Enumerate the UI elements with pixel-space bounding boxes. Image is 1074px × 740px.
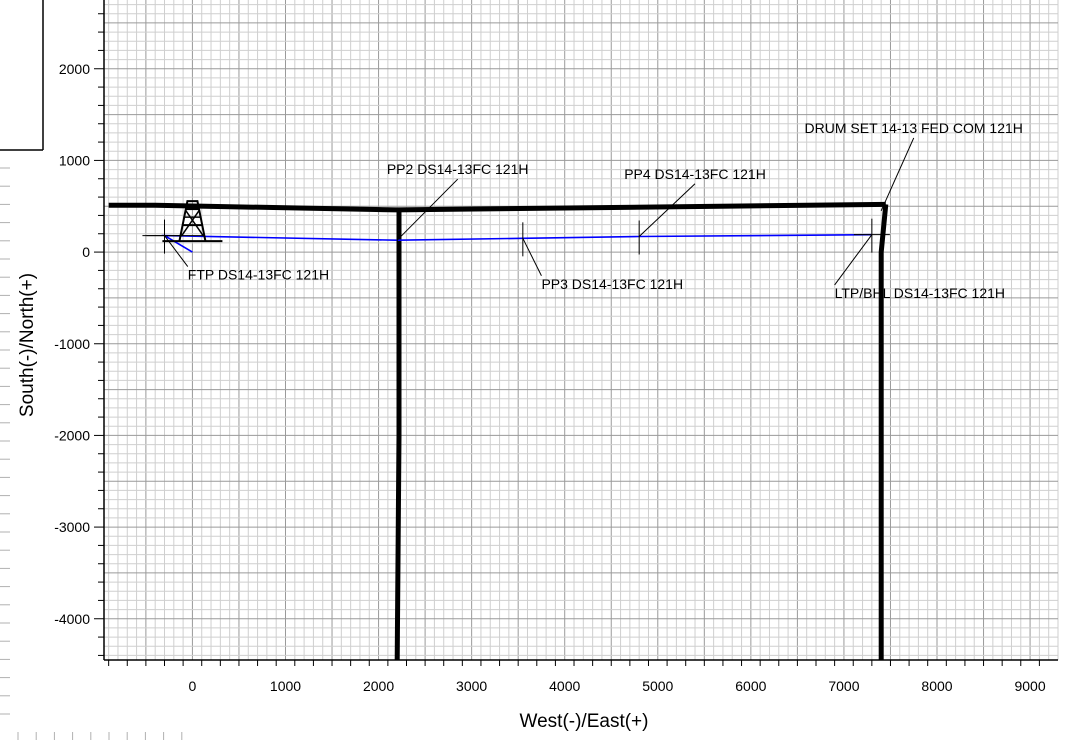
annotation-leader [396,178,459,241]
x-tick-label: 1000 [270,678,301,694]
y-tick-label: -2000 [54,427,90,443]
annotation-label: PP2 DS14-13FC 121H [387,161,529,177]
annotation-leader [522,238,542,276]
annotation-label: PP4 DS14-13FC 121H [624,166,766,182]
y-tick-label: 2000 [59,61,90,77]
x-tick-label: 0 [189,678,197,694]
rig-brace [180,209,201,237]
y-tick-label: 1000 [59,152,90,168]
y-tick-label: -1000 [54,336,90,352]
annotation-leader [880,137,915,212]
y-tick-label: -4000 [54,611,90,627]
drilling-rig-icon [142,200,223,243]
lease-line-top [108,201,886,213]
x-tick-label: 8000 [921,678,952,694]
y-tick-label: -3000 [54,519,90,535]
annotation-label: FTP DS14-13FC 121H [188,267,329,283]
lease-lines [108,201,889,661]
rig-legs [178,200,207,242]
x-tick-label: 9000 [1014,678,1045,694]
x-axis-title: West(-)/East(+) [520,711,649,732]
grid [104,0,1059,660]
lease-line-left [394,209,402,661]
x-tick-label: 2000 [363,678,394,694]
left-panel-mask [0,0,104,148]
x-tick-label: 4000 [549,678,580,694]
x-tick-label: 3000 [456,678,487,694]
axes: 0 1000 2000 3000 4000 5000 6000 7000 8000 9000 200… [54,0,1058,694]
annotation-leader [638,183,696,237]
y-tick-label: 0 [82,244,90,260]
x-tick-label: 6000 [735,678,766,694]
left-panel-fragment [0,0,183,740]
x-tick-label: 5000 [642,678,673,694]
rig-brace [184,209,205,237]
lease-line-right [878,204,889,660]
x-tick-label: 7000 [828,678,859,694]
annotation-leader [164,235,189,267]
well-path [146,218,890,259]
y-axis-title: South(-)/North(+) [17,273,38,417]
annotations: DRUM SET 14-13 FED COM 121H PP2 DS14-13FC… [164,120,1023,301]
annotation-label: DRUM SET 14-13 FED COM 121H [805,120,1023,136]
annotation-label: LTP/BHL DS14-13FC 121H [835,285,1005,301]
well-path-line [161,233,872,253]
annotation-leader [834,234,873,286]
annotation-label: PP3 DS14-13FC 121H [541,276,683,292]
